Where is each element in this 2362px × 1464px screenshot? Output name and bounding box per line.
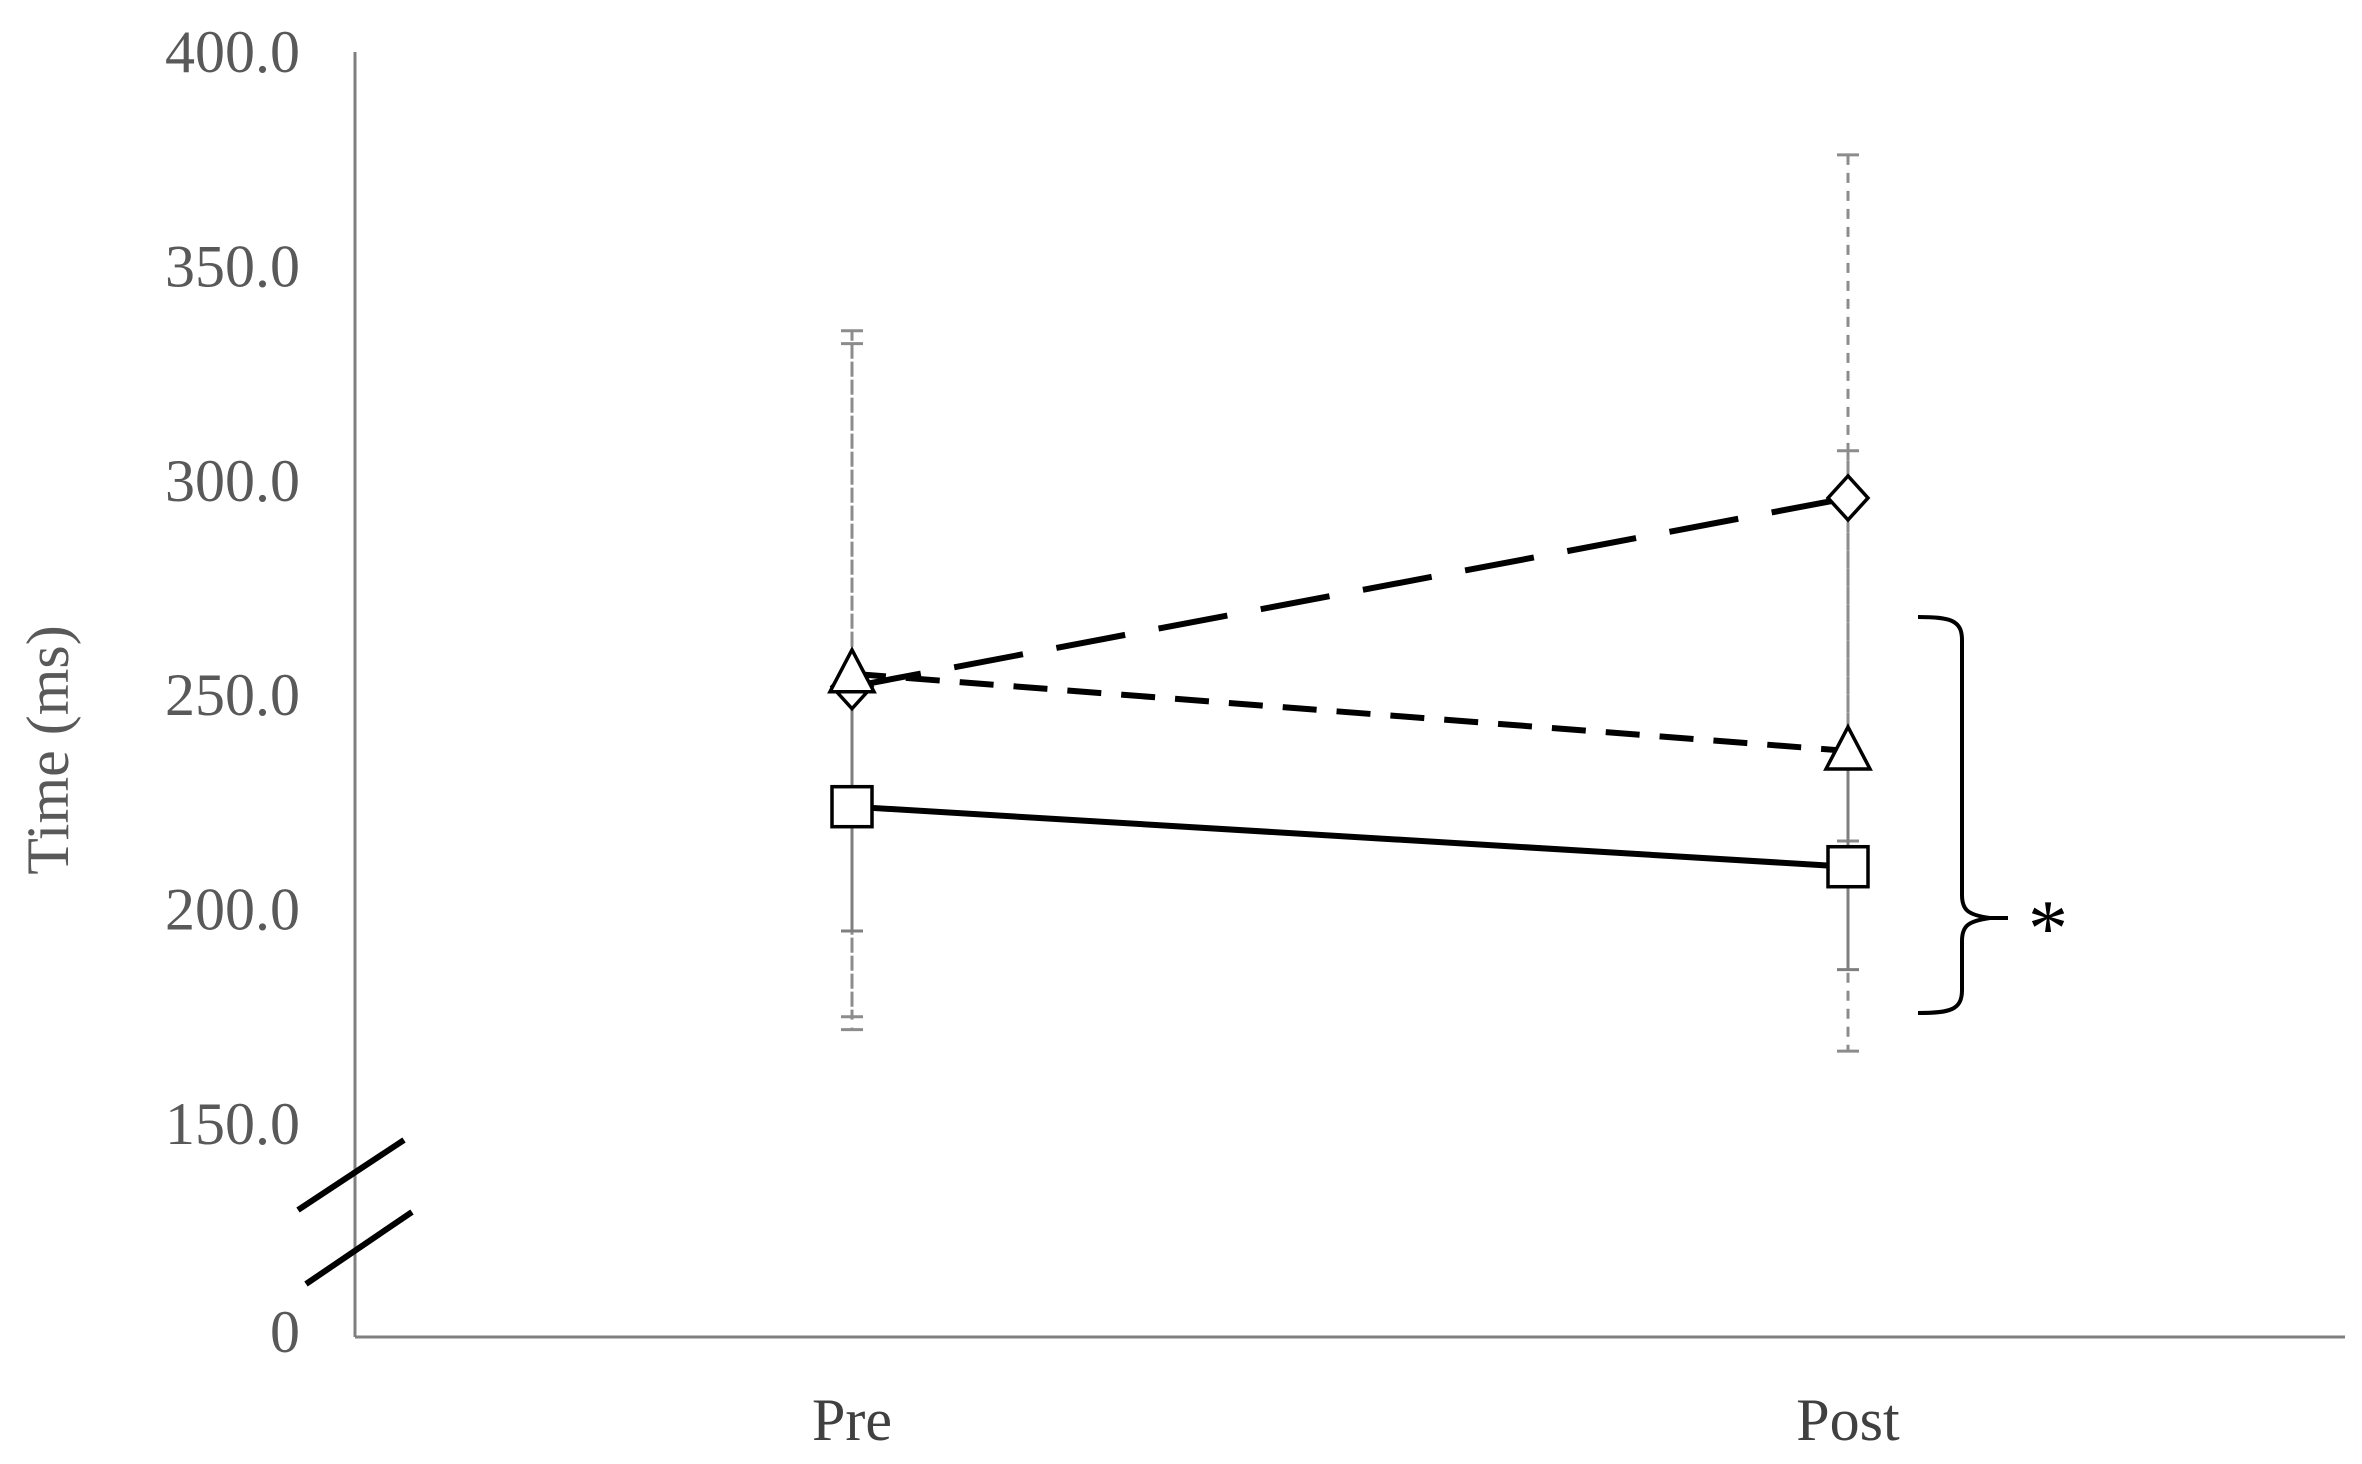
y-tick-label: 150.0 xyxy=(165,1091,300,1157)
series-line-square xyxy=(851,803,1849,870)
y-tick-label: 350.0 xyxy=(165,233,300,299)
triangle-marker xyxy=(827,645,877,694)
y-tick-labels: 0 150.0 200.0 250.0 300.0 350.0 400.0 xyxy=(165,19,300,1365)
y-tick-label: 250.0 xyxy=(165,662,300,728)
square-marker xyxy=(1826,844,1870,889)
y-tick-label: 0 xyxy=(270,1299,300,1365)
x-tick-labels: Pre Post xyxy=(812,1387,1900,1453)
y-tick-label: 400.0 xyxy=(165,19,300,85)
series-line-diamond xyxy=(851,495,1849,690)
significance-annotation: * xyxy=(1917,615,2068,1015)
x-tick-label: Pre xyxy=(812,1387,892,1453)
significance-bracket xyxy=(1917,615,1991,1015)
y-axis-title: Time (ms) xyxy=(15,625,81,875)
error-bar xyxy=(1837,449,1859,1053)
axes xyxy=(296,52,2345,1339)
x-tick-label: Post xyxy=(1796,1387,1900,1453)
significance-star: * xyxy=(2028,885,2068,973)
triangle-marker xyxy=(1823,723,1873,771)
series-layer xyxy=(827,153,1873,1053)
series-line-triangle xyxy=(851,670,1849,754)
y-tick-label: 200.0 xyxy=(165,877,300,943)
diamond-marker xyxy=(1825,473,1871,523)
square-marker xyxy=(830,784,874,829)
axis-break-marks xyxy=(296,1137,414,1287)
y-tick-label: 300.0 xyxy=(165,448,300,514)
